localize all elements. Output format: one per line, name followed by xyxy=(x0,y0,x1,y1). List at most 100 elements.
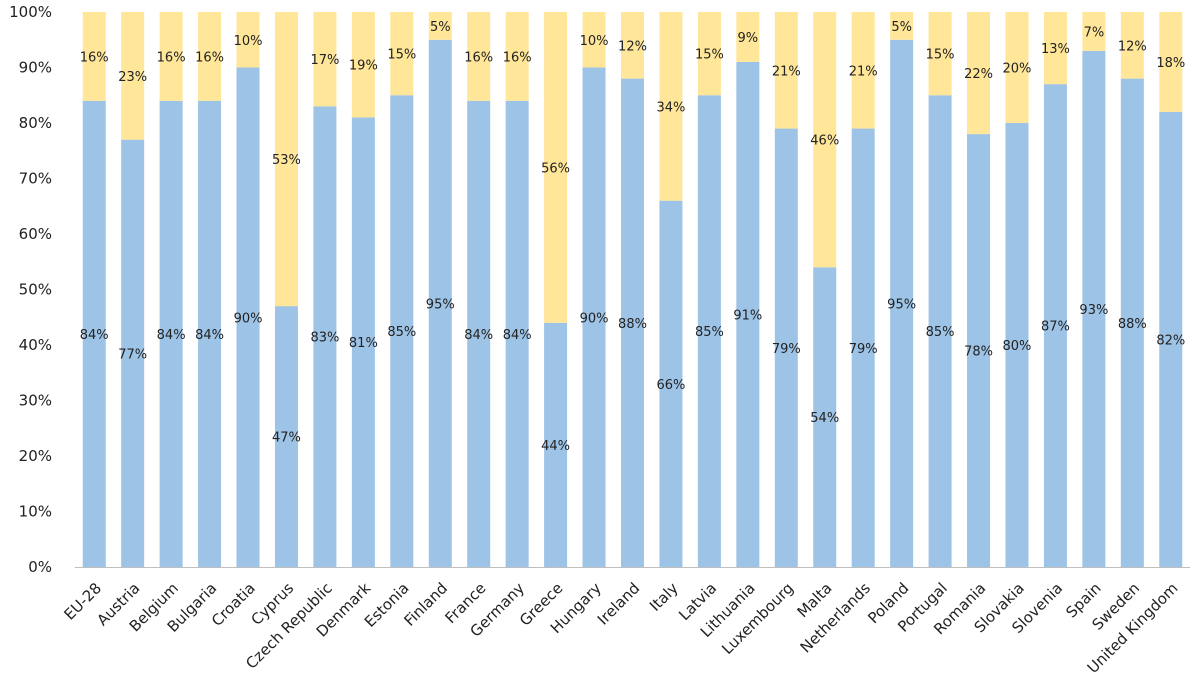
bar-segment-upper xyxy=(1043,12,1067,85)
data-label: 84% xyxy=(157,328,186,343)
data-label: 16% xyxy=(503,50,532,65)
data-label: 46% xyxy=(810,134,839,149)
y-tick-label: 0% xyxy=(28,558,52,576)
data-label: 85% xyxy=(695,325,724,340)
y-axis: 0% 10% 20% 30% 40% 50% 60% 70% 80% 90% 100% xyxy=(9,3,52,576)
y-tick-label: 60% xyxy=(19,225,52,243)
data-label: 80% xyxy=(1003,339,1032,354)
bar-segment-upper xyxy=(928,12,952,96)
bar-segment-upper xyxy=(467,12,491,101)
data-label: 84% xyxy=(503,328,532,343)
data-label: 5% xyxy=(891,20,912,35)
bar-segment-lower xyxy=(236,67,260,567)
data-label: 22% xyxy=(964,67,993,82)
bar-segment-lower xyxy=(659,200,683,567)
data-label: 34% xyxy=(656,100,685,115)
data-label: 95% xyxy=(426,297,455,312)
data-label: 56% xyxy=(541,161,570,176)
y-tick-label: 30% xyxy=(19,392,52,410)
bar-segment-lower xyxy=(1043,84,1067,568)
bar-segment-lower xyxy=(774,128,798,568)
bar-segment-upper xyxy=(121,12,145,140)
x-tick-label: Finland xyxy=(400,579,451,630)
data-label: 85% xyxy=(926,325,955,340)
bar-segment-lower xyxy=(1082,50,1106,568)
y-tick-label: 50% xyxy=(19,281,52,299)
y-tick-label: 40% xyxy=(19,336,52,354)
data-label: 13% xyxy=(1041,42,1070,57)
data-label: 85% xyxy=(387,325,416,340)
bar-segment-lower xyxy=(390,95,414,567)
y-tick-label: 100% xyxy=(9,3,52,21)
data-label: 84% xyxy=(464,328,493,343)
bar-segment-lower xyxy=(1005,123,1029,567)
y-tick-label: 20% xyxy=(19,447,52,465)
y-tick-label: 90% xyxy=(19,59,52,77)
bar-segment-lower xyxy=(1159,111,1183,568)
data-label: 44% xyxy=(541,439,570,454)
data-label: 53% xyxy=(272,153,301,168)
data-labels: 84% 16% 77% 23% 84% 16% 84% 16% 90% 10% 47% 53% 83% 1… xyxy=(80,20,1185,454)
bar-segment-upper xyxy=(890,12,914,40)
data-label: 93% xyxy=(1079,303,1108,318)
bar-segment-upper xyxy=(351,12,375,118)
bar-segment-upper xyxy=(774,12,798,129)
data-label: 91% xyxy=(733,308,762,323)
bar-segment-lower xyxy=(736,61,760,567)
data-label: 82% xyxy=(1156,333,1185,348)
bar-segment-upper xyxy=(582,12,606,68)
bar-segment-upper xyxy=(967,12,991,135)
bar-segment-upper xyxy=(1120,12,1144,79)
data-label: 88% xyxy=(618,317,647,332)
bar-segment-upper xyxy=(428,12,452,40)
bar-segment-lower xyxy=(351,117,375,567)
data-label: 15% xyxy=(926,48,955,63)
bar-segment-lower xyxy=(851,128,875,568)
bar-segment-lower xyxy=(1120,78,1144,567)
data-label: 79% xyxy=(772,342,801,357)
data-label: 84% xyxy=(80,328,109,343)
data-label: 54% xyxy=(810,411,839,426)
bar-segment-upper xyxy=(82,12,106,101)
data-label: 90% xyxy=(580,311,609,326)
data-label: 20% xyxy=(1003,62,1032,77)
bar-segment-upper xyxy=(390,12,414,96)
data-label: 15% xyxy=(695,48,724,63)
bar-segment-upper xyxy=(159,12,183,101)
data-label: 84% xyxy=(195,328,224,343)
bar-segment-lower xyxy=(621,78,644,567)
bars xyxy=(82,12,1183,568)
data-label: 16% xyxy=(157,50,186,65)
data-label: 10% xyxy=(234,34,263,49)
bar-segment-lower xyxy=(198,100,222,568)
data-label: 23% xyxy=(118,70,147,85)
x-tick-label: Ireland xyxy=(594,579,643,628)
data-label: 16% xyxy=(464,50,493,65)
bar-segment-upper xyxy=(736,12,760,62)
y-tick-label: 70% xyxy=(19,170,52,188)
bar-segment-upper xyxy=(813,12,837,268)
bar-segment-lower xyxy=(813,267,837,567)
data-label: 81% xyxy=(349,336,378,351)
bar-segment-upper xyxy=(621,12,644,79)
bar-segment-lower xyxy=(121,139,145,567)
bar-segment-lower xyxy=(967,134,991,567)
y-tick-label: 80% xyxy=(19,114,52,132)
bar-segment-lower xyxy=(467,100,491,568)
bar-segment-lower xyxy=(582,67,606,567)
data-label: 95% xyxy=(887,297,916,312)
data-label: 47% xyxy=(272,431,301,446)
bar-segment-upper xyxy=(544,12,568,323)
bar-segment-upper xyxy=(236,12,260,68)
bar-segment-upper xyxy=(659,12,683,201)
data-label: 77% xyxy=(118,347,147,362)
bar-segment-lower xyxy=(82,100,106,568)
x-tick-label: Croatia xyxy=(208,579,259,630)
bar-segment-upper xyxy=(1005,12,1029,123)
bar-segment-upper xyxy=(505,12,529,101)
bar-segment-upper xyxy=(198,12,222,101)
bar-segment-lower xyxy=(928,95,952,567)
bar-segment-lower xyxy=(274,306,298,567)
data-label: 19% xyxy=(349,59,378,74)
